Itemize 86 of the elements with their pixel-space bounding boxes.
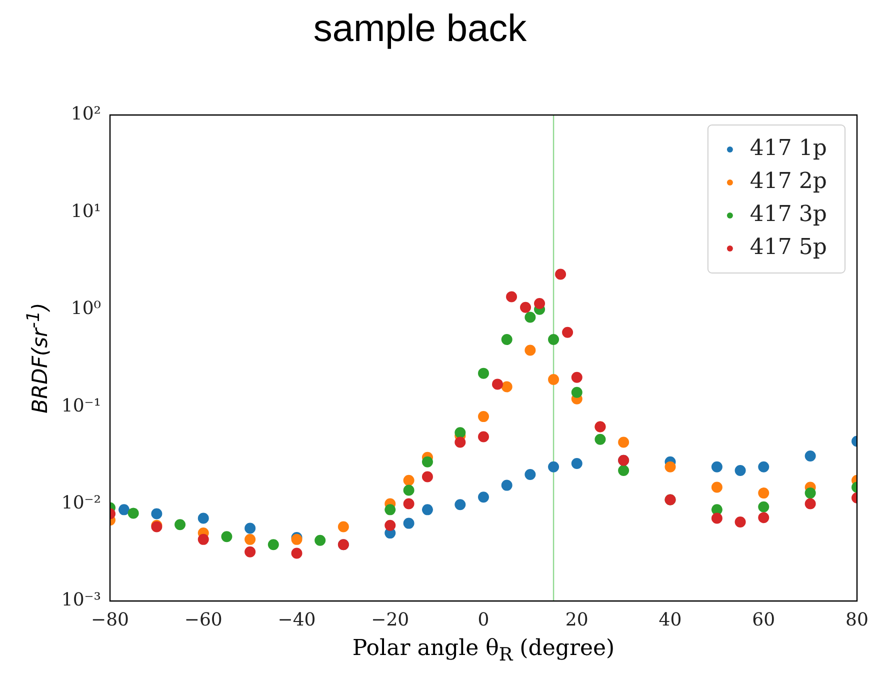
- legend-label: 417 5p: [750, 235, 828, 260]
- point: [711, 461, 722, 472]
- legend-label: 417 3p: [750, 202, 828, 228]
- point: [618, 465, 630, 476]
- point: [548, 374, 560, 386]
- point: [403, 484, 414, 496]
- point: [594, 434, 606, 445]
- point: [478, 411, 489, 422]
- point: [244, 534, 256, 545]
- x-tick-label: 60: [752, 609, 776, 630]
- point: [758, 488, 770, 499]
- point: [548, 461, 560, 472]
- point: [506, 291, 518, 302]
- point: [555, 268, 566, 280]
- point: [151, 508, 162, 520]
- x-tick-label: 20: [565, 609, 588, 630]
- y-tick-label: 10⁻¹: [61, 395, 101, 416]
- point: [268, 539, 279, 550]
- point: [291, 548, 302, 559]
- point: [758, 501, 770, 512]
- y-tick-label: 10⁻³: [61, 590, 101, 611]
- point: [562, 326, 574, 338]
- point: [571, 372, 582, 383]
- point: [454, 499, 466, 510]
- point: [520, 302, 532, 313]
- point: [501, 334, 512, 346]
- point: [618, 436, 630, 448]
- x-tick-label: −40: [278, 609, 316, 630]
- legend-label: 417 1p: [750, 136, 828, 162]
- point: [478, 431, 489, 442]
- point: [403, 498, 414, 510]
- point: [403, 518, 414, 529]
- point: [338, 521, 349, 532]
- x-axis-title: Polar angle θ$_{R}$ (degree): [351, 636, 616, 666]
- point: [548, 334, 560, 346]
- y-tick-label: 10⁰: [70, 298, 101, 320]
- point: [314, 534, 326, 546]
- point: [734, 465, 746, 476]
- x-tick-label: 80: [846, 609, 868, 630]
- point: [804, 488, 816, 499]
- point: [758, 461, 770, 472]
- chart-title: sample back: [312, 8, 528, 51]
- point: [711, 482, 722, 493]
- x-tick-label: 40: [658, 609, 682, 630]
- point: [198, 512, 209, 524]
- point: [664, 461, 676, 472]
- point: [804, 498, 816, 510]
- point: [758, 512, 770, 524]
- point: [403, 474, 414, 486]
- x-tick-label: −20: [371, 609, 410, 630]
- point: [454, 427, 466, 438]
- point: [571, 458, 582, 469]
- point: [118, 504, 130, 516]
- point: [454, 436, 466, 448]
- point: [524, 469, 536, 480]
- point: [174, 519, 186, 530]
- y-tick-label: 10¹: [70, 200, 101, 222]
- point: [711, 504, 722, 516]
- point: [571, 386, 582, 398]
- legend-label: 417 2p: [750, 169, 828, 194]
- point: [384, 504, 396, 516]
- point: [804, 450, 816, 462]
- point: [478, 368, 489, 379]
- point: [422, 471, 433, 482]
- point: [478, 492, 489, 503]
- point: [384, 520, 396, 531]
- point: [501, 381, 512, 392]
- point: [422, 456, 433, 468]
- point: [244, 522, 256, 534]
- point: [534, 298, 546, 309]
- point: [128, 508, 139, 519]
- point: [524, 312, 536, 323]
- point: [244, 546, 256, 558]
- point: [711, 512, 722, 524]
- point: [501, 480, 512, 491]
- point: [422, 504, 433, 516]
- point: [221, 531, 232, 542]
- point: [492, 378, 504, 390]
- y-tick-label: 10²: [70, 104, 101, 125]
- point: [734, 516, 746, 528]
- y-tick-label: 10⁻²: [61, 492, 101, 514]
- x-tick-label: −60: [184, 609, 222, 630]
- point: [198, 534, 209, 545]
- x-tick-label: −80: [91, 609, 129, 630]
- point: [524, 344, 536, 356]
- x-tick-label: 0: [478, 609, 490, 630]
